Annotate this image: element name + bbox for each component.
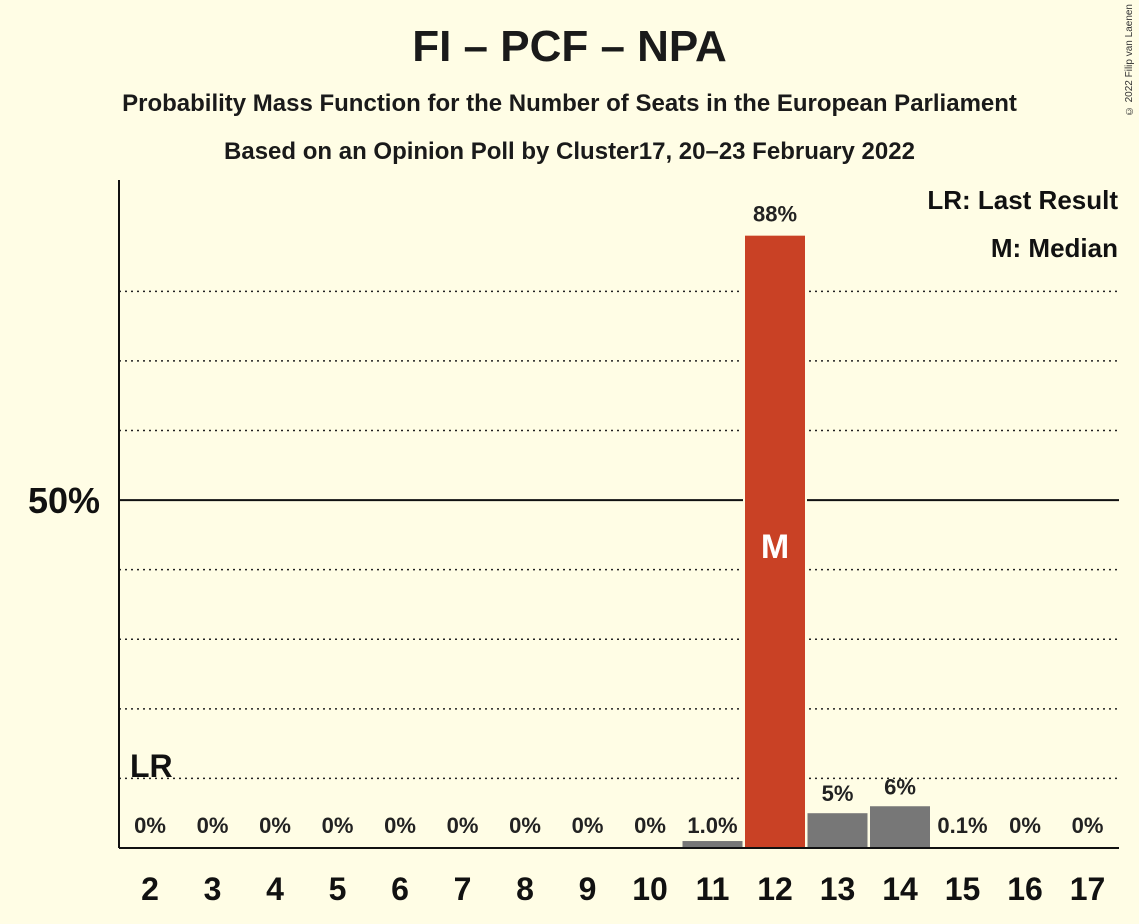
x-tick-label: 13 — [820, 871, 856, 907]
value-label: 0% — [322, 813, 354, 838]
chart-subtitle-poll: Based on an Opinion Poll by Cluster17, 2… — [224, 138, 915, 165]
value-label: 0% — [197, 813, 229, 838]
median-marker: M — [761, 528, 789, 566]
x-tick-label: 3 — [204, 871, 222, 907]
value-label: 88% — [753, 202, 797, 227]
x-tick-label: 6 — [391, 871, 409, 907]
x-tick-label: 5 — [329, 871, 347, 907]
x-tick-label: 4 — [266, 871, 284, 907]
x-tick-label: 14 — [882, 871, 918, 907]
chart-title: FI – PCF – NPA — [412, 22, 727, 71]
value-label: 0% — [384, 813, 416, 838]
value-label: 5% — [822, 781, 854, 806]
bar-seat-13 — [807, 813, 868, 848]
x-tick-label: 10 — [632, 871, 668, 907]
bar-seat-11 — [682, 841, 743, 848]
bar-gap — [930, 845, 995, 848]
x-tick-label: 12 — [757, 871, 793, 907]
value-label: 0% — [447, 813, 479, 838]
value-label: 0% — [259, 813, 291, 838]
x-tick-label: 17 — [1070, 871, 1106, 907]
x-tick-label: 8 — [516, 871, 534, 907]
value-label: 0% — [1072, 813, 1104, 838]
value-label: 1.0% — [687, 813, 737, 838]
legend-median: M: Median — [991, 233, 1118, 263]
x-tick-label: 7 — [454, 871, 472, 907]
x-tick-label: 15 — [945, 871, 981, 907]
value-label: 0% — [634, 813, 666, 838]
value-label: 0.1% — [937, 813, 987, 838]
chart-subtitle: Probability Mass Function for the Number… — [122, 90, 1017, 117]
value-label: 0% — [1009, 813, 1041, 838]
x-tick-label: 9 — [579, 871, 597, 907]
x-tick-label: 16 — [1007, 871, 1043, 907]
x-tick-label: 2 — [141, 871, 159, 907]
value-label: 6% — [884, 774, 916, 799]
value-label: 0% — [509, 813, 541, 838]
bar-seat-14 — [870, 806, 930, 848]
value-label: 0% — [134, 813, 166, 838]
value-label: 0% — [572, 813, 604, 838]
bar-seat-12 — [745, 235, 805, 848]
last-result-marker: LR — [130, 748, 173, 784]
y-tick-label: 50% — [28, 480, 100, 521]
legend-last-result: LR: Last Result — [927, 185, 1118, 215]
x-tick-label: 11 — [696, 871, 730, 907]
